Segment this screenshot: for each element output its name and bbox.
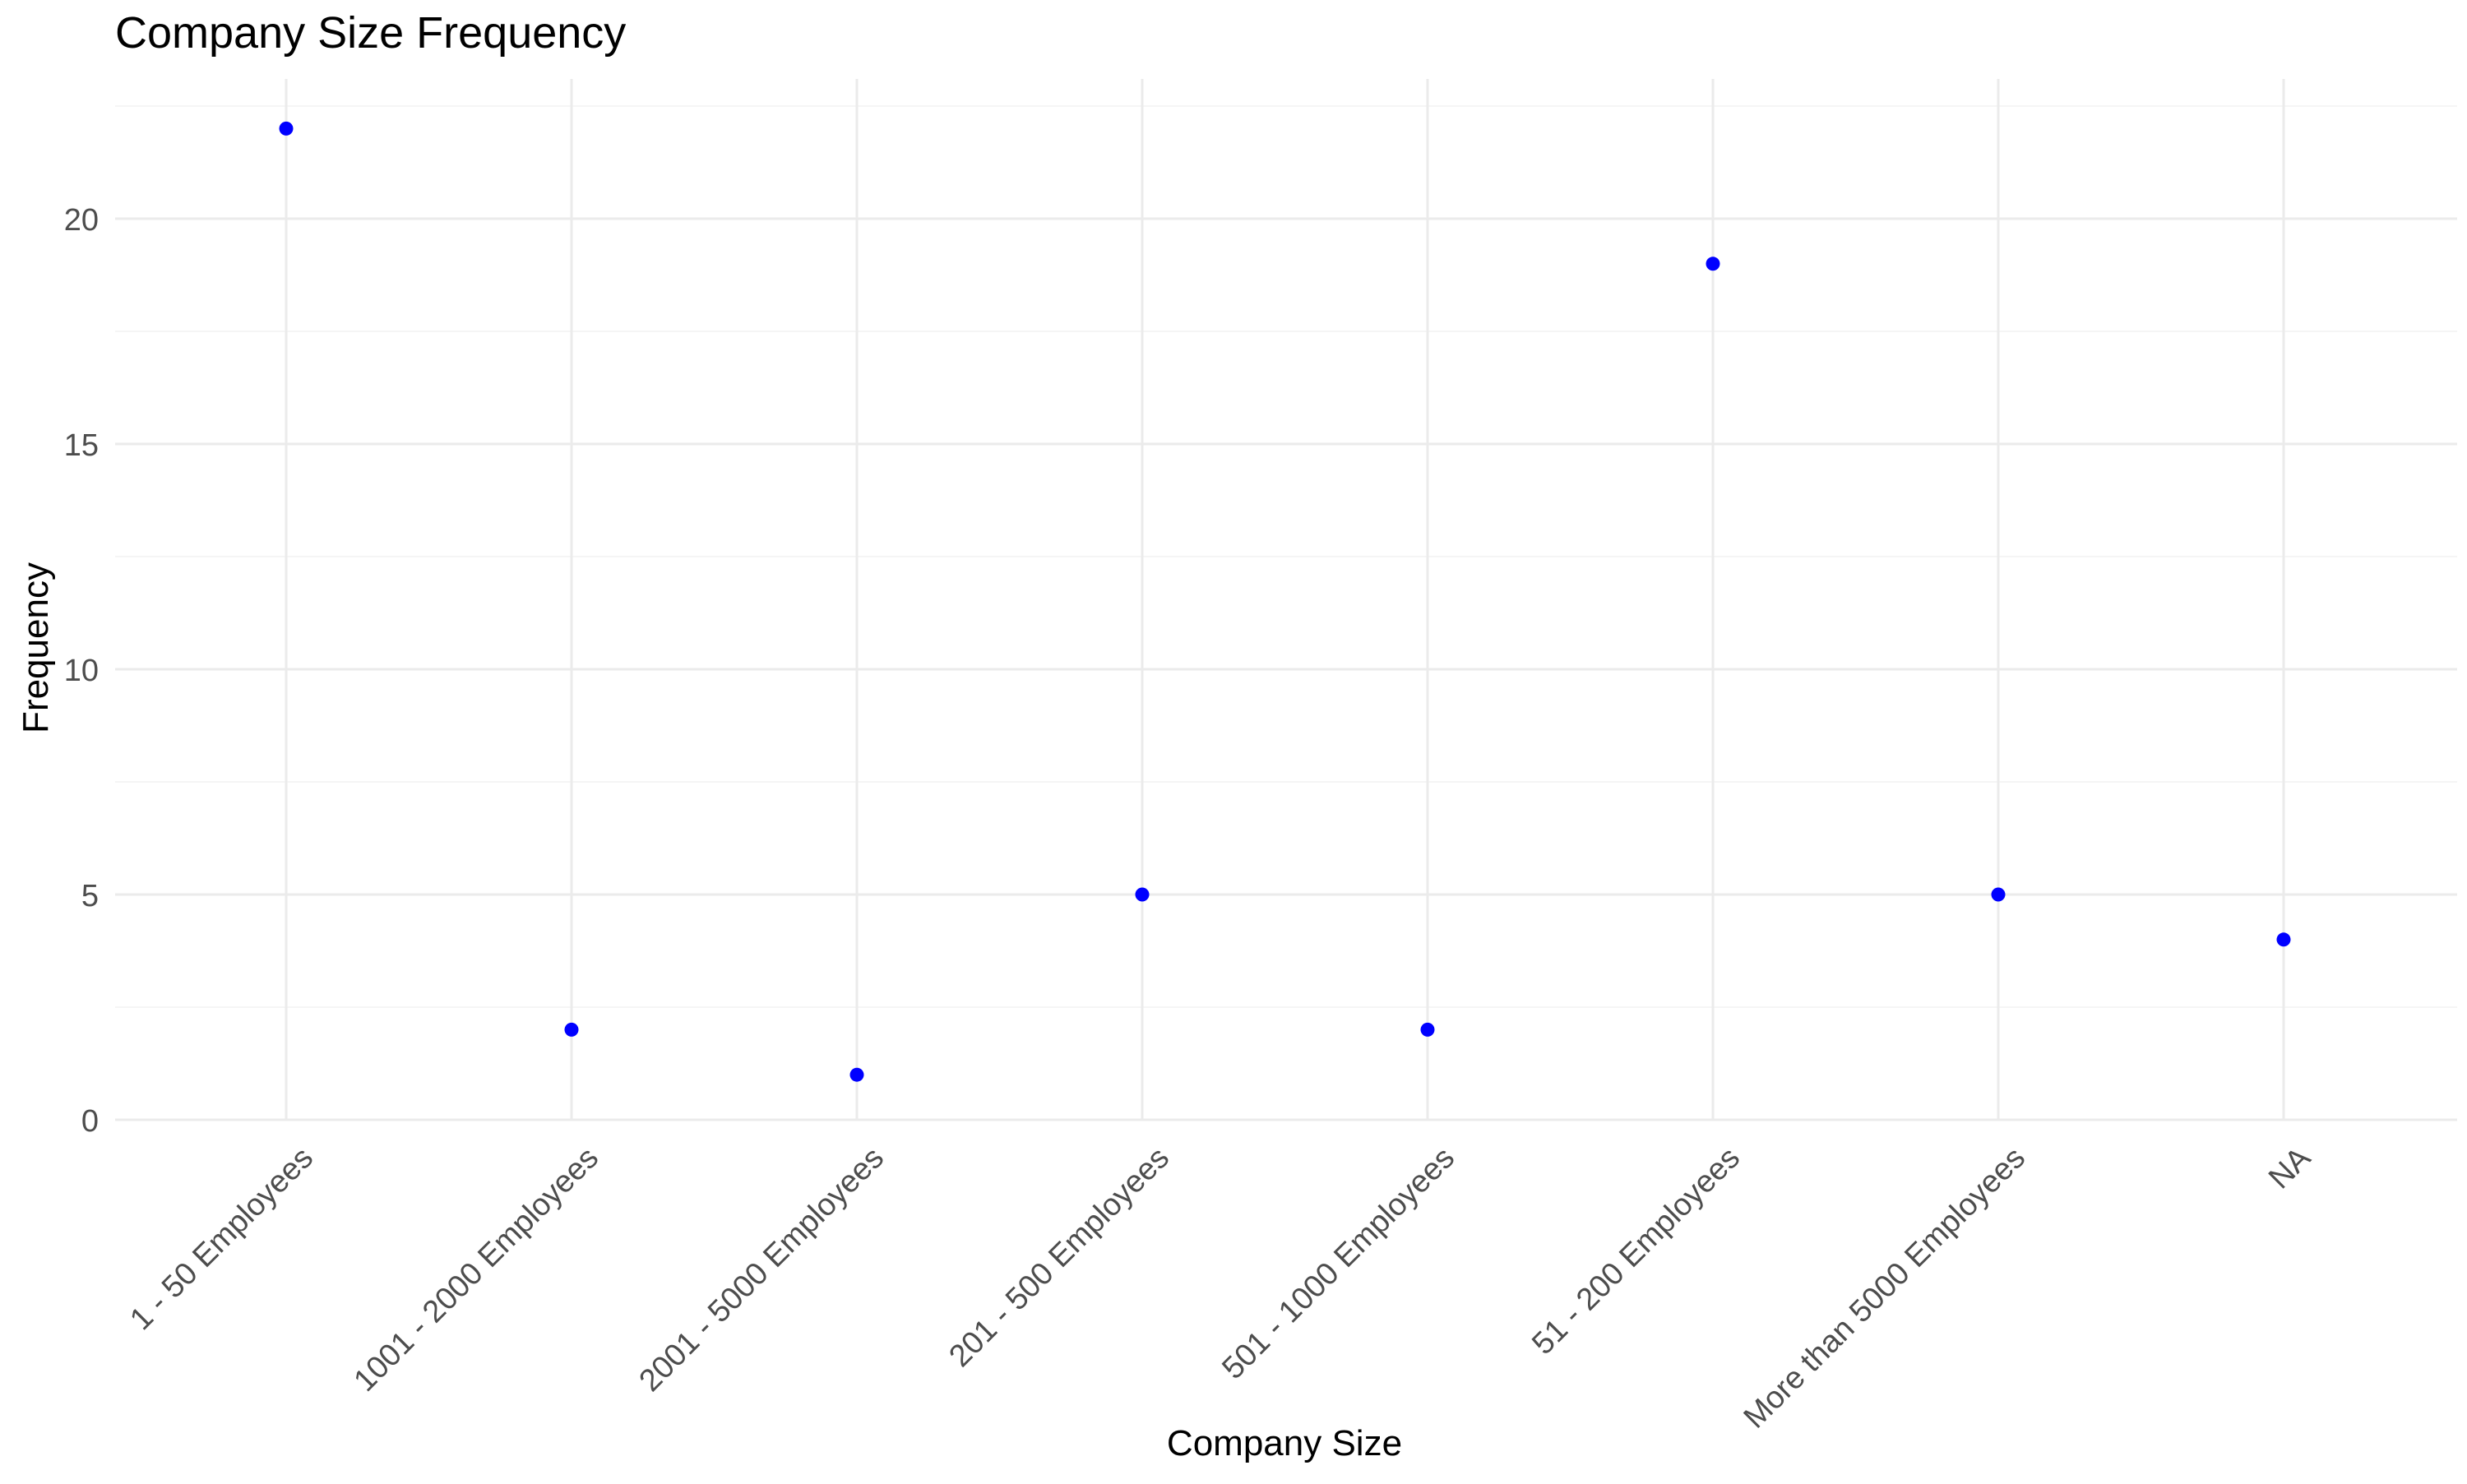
points-layer [279,121,2291,1082]
x-tick-label: 51 - 200 Employees [1525,1140,1747,1361]
x-tick-label: 2001 - 5000 Employees [633,1140,891,1398]
y-tick-label: 0 [81,1104,99,1139]
x-tick-label: 1 - 50 Employees [123,1140,320,1337]
data-point [1420,1022,1435,1037]
y-tick-label: 15 [64,428,99,463]
x-tick-label: NA [2262,1140,2317,1195]
grid-layer [115,79,2457,1121]
data-point [1991,887,2006,902]
y-tick-label: 20 [64,203,99,238]
data-point [2276,932,2291,947]
y-tick-label: 5 [81,879,99,913]
x-axis-title: Company Size [1167,1423,1402,1463]
y-tick-label: 10 [64,654,99,688]
data-point [849,1067,864,1082]
data-point [1706,257,1720,271]
x-tick-label: 501 - 1000 Employees [1215,1140,1461,1386]
x-tick-label: 201 - 500 Employees [942,1140,1176,1374]
y-tick-labels: 0 5 10 15 20 [64,203,99,1139]
data-point [1135,887,1150,902]
chart-title: Company Size Frequency [115,8,626,58]
data-point [564,1022,579,1037]
x-tick-labels: 1 - 50 Employees 1001 - 2000 Employees 200… [123,1140,2317,1435]
data-point [279,121,294,136]
y-axis-title: Frequency [16,562,56,733]
x-tick-label: 1001 - 2000 Employees [348,1140,606,1398]
x-tick-label: More than 5000 Employees [1738,1140,2032,1435]
